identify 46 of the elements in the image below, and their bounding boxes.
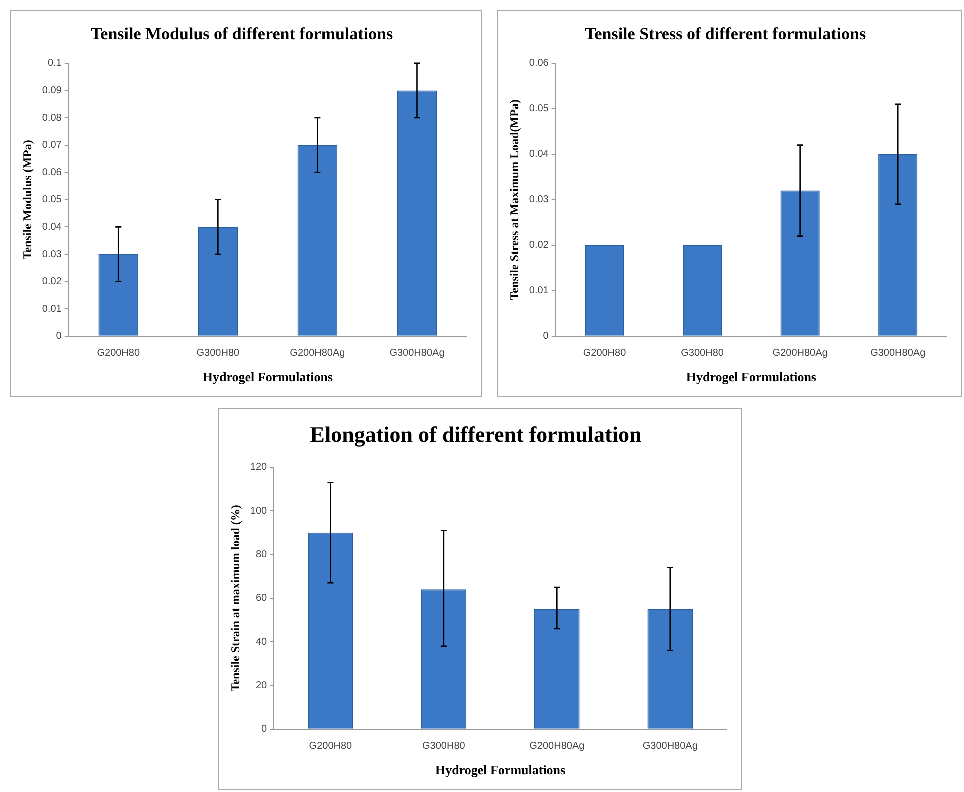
chart-title: Tensile Modulus of different formulations (90, 24, 394, 44)
y-tick-label: 0.1 (48, 58, 62, 70)
x-tick-label: G200H80Ag (772, 348, 828, 360)
y-tick-label: 0.04 (42, 222, 62, 233)
y-tick-label: 0 (56, 331, 62, 342)
y-tick-label: 0.06 (42, 167, 62, 178)
x-tick-label: G300H80Ag (642, 741, 698, 752)
x-tick-label: G300H80 (422, 741, 466, 752)
y-axis-title: Tensile Stress at Maximum Load(MPa) (507, 100, 522, 300)
chart-title: Elongation of different formulation (310, 422, 642, 447)
y-tick-label: 0.01 (529, 286, 550, 297)
y-tick-label: 40 (256, 636, 268, 648)
x-tick-label: G200H80 (309, 741, 353, 752)
x-tick-label: G200H80 (583, 348, 627, 360)
y-tick-label: 0.04 (529, 149, 550, 160)
y-tick-label: 0.03 (529, 194, 550, 206)
x-tick-label: G300H80Ag (870, 348, 926, 360)
y-tick-label: 0.07 (42, 140, 62, 152)
x-tick-label: G300H80 (196, 348, 240, 360)
chart-title: Tensile Stress of different formulations (584, 24, 866, 44)
y-tick-label: 0.05 (42, 194, 62, 206)
y-tick-label: 60 (256, 593, 268, 604)
y-tick-label: 0.03 (42, 249, 62, 260)
y-tick-label: 120 (250, 462, 268, 474)
x-axis-title: Hydrogel Formulations (202, 370, 333, 385)
x-tick-label: G200H80Ag (530, 741, 585, 752)
x-tick-label: G300H80Ag (390, 348, 445, 360)
y-tick-label: 80 (256, 549, 268, 560)
y-tick-label: 0 (543, 331, 550, 342)
x-tick-label: G200H80 (97, 348, 140, 360)
x-axis-title: Hydrogel Formulations (435, 762, 566, 778)
y-tick-label: 0.02 (42, 276, 62, 288)
y-axis-title: Tensile Modulus (MPa) (20, 140, 34, 260)
y-tick-label: 0 (262, 724, 268, 736)
y-tick-label: 0.05 (529, 104, 550, 115)
y-tick-label: 20 (256, 680, 268, 692)
y-tick-label: 100 (250, 506, 268, 517)
y-tick-label: 0.02 (529, 240, 550, 252)
x-axis-title: Hydrogel Formulations (686, 370, 816, 385)
y-tick-label: 0.06 (529, 58, 550, 70)
y-tick-label: 0.01 (42, 304, 62, 315)
y-axis-title: Tensile Strain at maximum load (%) (228, 505, 242, 692)
x-tick-label: G200H80Ag (290, 348, 346, 360)
x-tick-label: G300H80 (681, 348, 724, 360)
y-tick-label: 0.08 (42, 112, 62, 124)
y-tick-label: 0.09 (42, 85, 62, 96)
